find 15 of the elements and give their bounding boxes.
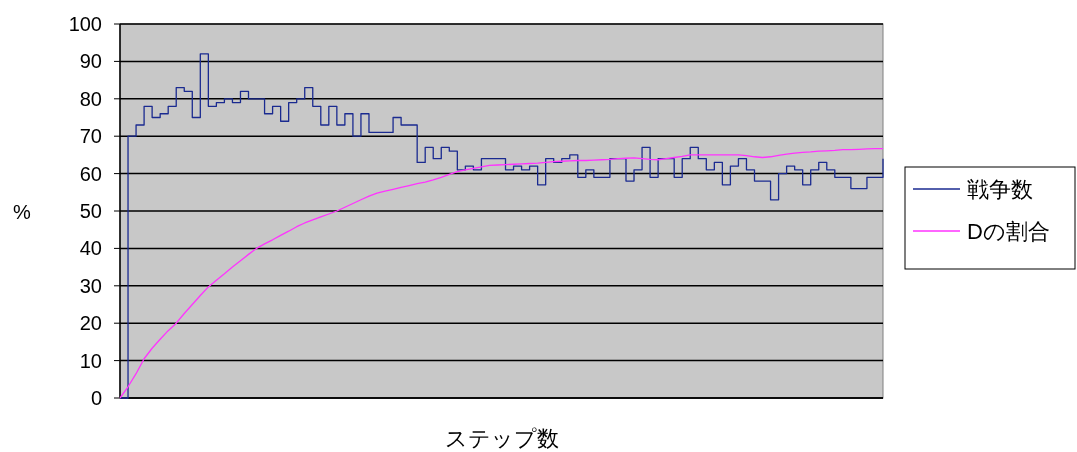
y-tick-label: 70 bbox=[79, 125, 102, 148]
y-axis-title: % bbox=[13, 201, 32, 223]
y-tick-label: 0 bbox=[90, 387, 102, 409]
legend-label: 戦争数 bbox=[967, 177, 1033, 202]
x-axis-title: ステップ数 bbox=[444, 426, 559, 451]
y-tick-label: 10 bbox=[79, 349, 102, 372]
y-tick-label: 30 bbox=[79, 274, 102, 297]
y-tick-label: 50 bbox=[79, 200, 102, 222]
legend-label: Dの割合 bbox=[967, 219, 1050, 244]
y-tick-label: 100 bbox=[68, 13, 102, 35]
y-tick-label: 60 bbox=[79, 162, 102, 185]
y-tick-label: 90 bbox=[79, 50, 102, 73]
y-tick-label: 40 bbox=[79, 237, 102, 260]
y-tick-label: 80 bbox=[79, 87, 102, 110]
y-tick-label: 20 bbox=[79, 312, 102, 335]
